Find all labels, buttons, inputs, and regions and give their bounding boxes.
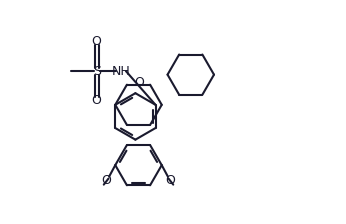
Text: O: O: [135, 75, 145, 88]
Text: O: O: [166, 174, 175, 187]
Text: O: O: [92, 95, 102, 108]
Text: S: S: [93, 65, 101, 78]
Text: NH: NH: [112, 65, 130, 78]
Text: O: O: [101, 174, 111, 187]
Text: O: O: [92, 35, 102, 48]
